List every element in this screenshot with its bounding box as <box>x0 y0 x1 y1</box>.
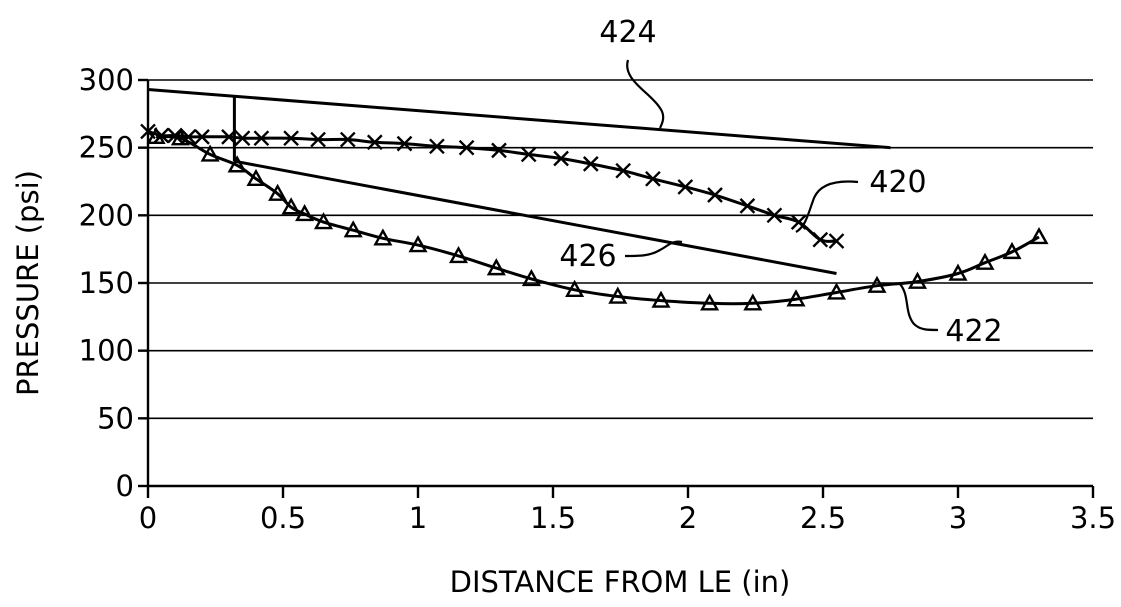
data-point-x-marker <box>253 130 270 147</box>
x-tick-label: 2.5 <box>800 501 846 535</box>
data-point-triangle-marker <box>448 245 469 264</box>
data-point-x-marker <box>582 156 599 172</box>
y-tick-labels: 0 50 100 150 200 250 300 <box>79 63 134 503</box>
data-point-x-marker <box>429 138 445 155</box>
data-point-triangle-marker <box>651 290 671 308</box>
grid-lines <box>148 79 1093 420</box>
x-tick-label: 1.5 <box>530 501 576 535</box>
callout-420: 420 <box>795 165 927 233</box>
data-point-x-marker <box>310 131 326 148</box>
y-tick-label: 300 <box>79 63 134 97</box>
x-tick-label: 3.5 <box>1070 501 1116 535</box>
data-point-x-marker <box>221 128 237 145</box>
series-line-422 <box>155 135 1040 306</box>
x-tick-label: 1 <box>409 501 427 535</box>
data-point-triangle-marker <box>826 282 847 300</box>
data-point-x-marker <box>645 170 661 187</box>
data-point-triangle-marker <box>1002 241 1022 260</box>
series-line-426 <box>234 159 837 275</box>
data-point-triangle-marker <box>227 155 247 173</box>
ref-label-420: 420 <box>869 165 926 200</box>
x-tick-label: 3 <box>949 501 967 535</box>
x-tick-label: 0.5 <box>260 501 306 535</box>
data-point-x-marker <box>283 130 299 147</box>
data-point-triangle-marker <box>786 289 806 307</box>
data-point-x-marker <box>396 135 413 152</box>
data-point-x-marker <box>366 134 383 151</box>
y-tick-label: 100 <box>79 334 134 368</box>
data-point-triangle-marker <box>295 204 315 222</box>
ref-label-424: 424 <box>599 15 656 50</box>
data-point-triangle-marker <box>146 126 166 145</box>
data-point-triangle-marker <box>608 286 628 304</box>
x-tick-label: 2 <box>679 501 697 535</box>
y-tick-label: 250 <box>79 131 134 165</box>
data-point-triangle-marker <box>700 293 720 311</box>
data-point-triangle-marker <box>1029 227 1049 245</box>
y-tick-label: 0 <box>116 469 134 503</box>
data-point-x-marker <box>790 214 807 230</box>
data-point-triangle-marker <box>343 220 363 238</box>
data-point-x-marker <box>812 231 829 248</box>
data-point-x-marker <box>194 128 210 145</box>
leader-422 <box>899 283 939 332</box>
data-point-x-marker <box>458 139 475 156</box>
ref-label-426: 426 <box>559 239 616 274</box>
data-point-triangle-marker <box>373 228 393 246</box>
data-point-triangle-marker <box>408 235 428 253</box>
callout-426: 426 <box>559 239 683 274</box>
data-point-x-marker <box>677 179 694 195</box>
data-point-triangle-marker <box>200 144 220 162</box>
data-point-triangle-marker <box>486 258 506 276</box>
series-layer <box>147 88 1040 306</box>
data-point-x-marker <box>766 207 783 224</box>
data-point-triangle-marker <box>313 212 334 230</box>
data-point-x-marker <box>828 233 845 249</box>
data-point-triangle-marker <box>521 268 541 287</box>
data-point-triangle-marker <box>867 275 887 293</box>
leader-424 <box>626 59 665 129</box>
callout-422: 422 <box>899 283 1003 349</box>
series-line-420 <box>147 129 837 243</box>
data-point-triangle-marker <box>975 252 995 270</box>
x-axis-title: DISTANCE FROM LE (in) <box>450 565 791 599</box>
data-point-x-marker <box>615 162 632 179</box>
leader-420 <box>795 180 859 233</box>
x-tick-labels: 0 0.5 1 1.5 2 2.5 3 3.5 <box>139 501 1116 535</box>
y-axis-title: PRESSURE (psi) <box>11 170 45 396</box>
y-tick-label: 200 <box>79 198 134 232</box>
y-tick-label: 50 <box>97 401 134 435</box>
data-point-x-marker <box>739 198 756 214</box>
data-point-triangle-marker <box>948 263 968 281</box>
data-point-x-marker <box>520 146 537 163</box>
data-point-triangle-marker <box>565 279 585 297</box>
y-tick-label: 150 <box>79 266 134 300</box>
data-point-triangle-marker <box>170 128 190 146</box>
data-point-x-marker <box>234 130 251 147</box>
leader-426 <box>624 240 683 258</box>
x-tick-label: 0 <box>139 501 157 535</box>
data-point-x-marker <box>707 187 723 203</box>
data-point-triangle-marker <box>907 271 928 289</box>
data-point-triangle-marker <box>268 183 288 201</box>
data-point-triangle-marker <box>281 197 301 215</box>
axis-layer <box>138 78 1095 498</box>
data-point-triangle-marker <box>246 168 266 186</box>
data-point-triangle-marker <box>743 293 763 311</box>
callout-424: 424 <box>599 15 665 129</box>
ref-label-422: 422 <box>945 314 1002 349</box>
data-point-x-marker <box>339 131 356 148</box>
data-point-x-marker <box>491 142 507 159</box>
data-point-x-marker <box>553 150 569 167</box>
data-point-x-marker <box>180 128 197 145</box>
series-line-424 <box>147 88 891 150</box>
